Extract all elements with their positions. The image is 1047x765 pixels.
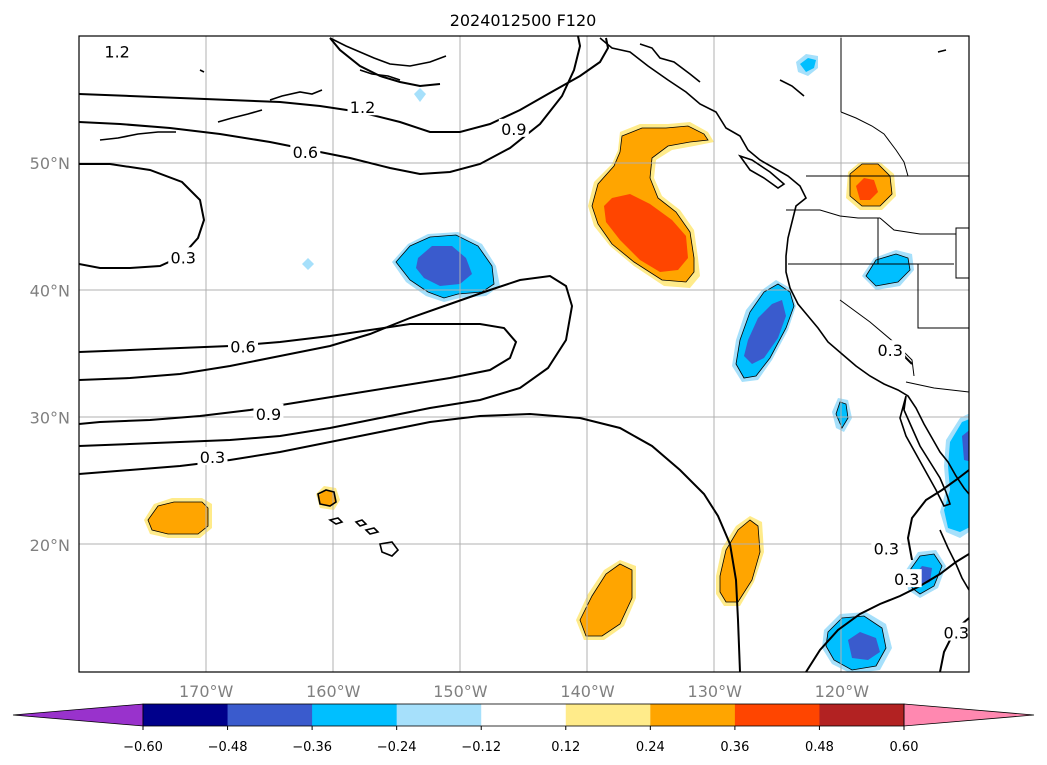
contour-label: 0.3 xyxy=(200,448,225,467)
map-panel: 1.2 1.2 0.9 0.6 0.3 0.6 0.9 0.3 0.3 0.3 0.3 0.3 xyxy=(79,36,969,672)
colorbar-segment xyxy=(396,704,482,726)
contour-label: 0.3 xyxy=(171,248,196,267)
colorbar-tick-label: −0.60 xyxy=(123,740,163,755)
contour-label: 0.3 xyxy=(894,570,919,589)
contour-label: 1.2 xyxy=(104,42,129,61)
longitude-tick-label: 130°W xyxy=(688,682,743,701)
colorbar-tick-label: −0.48 xyxy=(208,740,248,755)
contour-label: 0.6 xyxy=(293,143,318,162)
latitude-tick-label: 50°N xyxy=(30,154,70,173)
contour-label: 0.3 xyxy=(944,624,969,643)
contour-label: 0.6 xyxy=(230,337,255,356)
anomaly-outlines xyxy=(147,125,943,671)
latitude-tick-label: 30°N xyxy=(30,409,70,428)
latitude-tick-label: 40°N xyxy=(30,281,70,300)
colorbar-tick-label: 0.48 xyxy=(805,740,834,755)
contour-label-background xyxy=(498,118,529,137)
political-borders xyxy=(786,38,969,393)
latitude-labels: 50°N 40°N 30°N 20°N xyxy=(30,154,70,555)
longitude-tick-label: 140°W xyxy=(560,682,615,701)
longitude-tick-label: 160°W xyxy=(306,682,361,701)
colorbar-segment xyxy=(819,704,905,726)
contour-label-background xyxy=(197,447,228,466)
colorbar-segment xyxy=(481,704,567,726)
coastlines xyxy=(99,37,969,591)
contour-label: 0.9 xyxy=(501,120,526,139)
contour-label: 0.3 xyxy=(877,341,902,360)
contour-label-background xyxy=(871,538,902,557)
colorbar-segment xyxy=(565,704,651,726)
contour-labels: 1.2 1.2 0.9 0.6 0.3 0.6 0.9 0.3 0.3 0.3 0.3 0.3 xyxy=(102,41,969,643)
contour-label-background xyxy=(168,247,199,266)
longitude-tick-label: 170°W xyxy=(179,682,234,701)
colorbar-tick-label: 0.60 xyxy=(890,740,919,755)
colorbar-segment xyxy=(227,704,313,726)
contour-label-background xyxy=(228,336,259,355)
colorbar-min-extension xyxy=(12,703,144,727)
colorbar-frame xyxy=(142,703,905,727)
colorbar-tick-label: −0.36 xyxy=(292,740,332,755)
colorbar-tick-label: 0.36 xyxy=(720,740,749,755)
contour-label-background xyxy=(253,403,284,422)
colorbar-tick-label: −0.24 xyxy=(377,740,417,755)
map-grid xyxy=(79,36,969,672)
contour-label-background xyxy=(941,622,969,641)
contour-label: 0.9 xyxy=(256,405,281,424)
colorbar: −0.60 −0.48 −0.36 −0.24 −0.12 0.12 0.24 0.36 0.4… xyxy=(12,703,1035,755)
contour-label: 1.2 xyxy=(350,98,375,117)
latitude-tick-label: 20°N xyxy=(30,536,70,555)
contour-label-background xyxy=(891,569,922,588)
colorbar-tick-label: 0.12 xyxy=(551,740,580,755)
contour-lines xyxy=(79,36,969,672)
contour-label-background xyxy=(290,141,321,160)
map-frame xyxy=(78,35,970,673)
contour-label-background xyxy=(102,41,133,60)
colorbar-segment xyxy=(734,704,820,726)
colorbar-tick-label: −0.12 xyxy=(461,740,501,755)
contour-label: 0.3 xyxy=(874,540,899,559)
longitude-tick-label: 150°W xyxy=(433,682,488,701)
contour-label-background xyxy=(347,97,378,116)
colorbar-segment xyxy=(312,704,398,726)
colorbar-max-extension xyxy=(903,703,1035,727)
contour-label-background xyxy=(875,340,906,359)
colorbar-segment xyxy=(143,704,229,726)
map-title: 2024012500 F120 xyxy=(450,11,597,30)
colorbar-segment xyxy=(650,704,736,726)
colorbar-tick-label: 0.24 xyxy=(636,740,665,755)
longitude-labels: 170°W 160°W 150°W 140°W 130°W 120°W xyxy=(179,682,869,701)
longitude-tick-label: 120°W xyxy=(815,682,870,701)
